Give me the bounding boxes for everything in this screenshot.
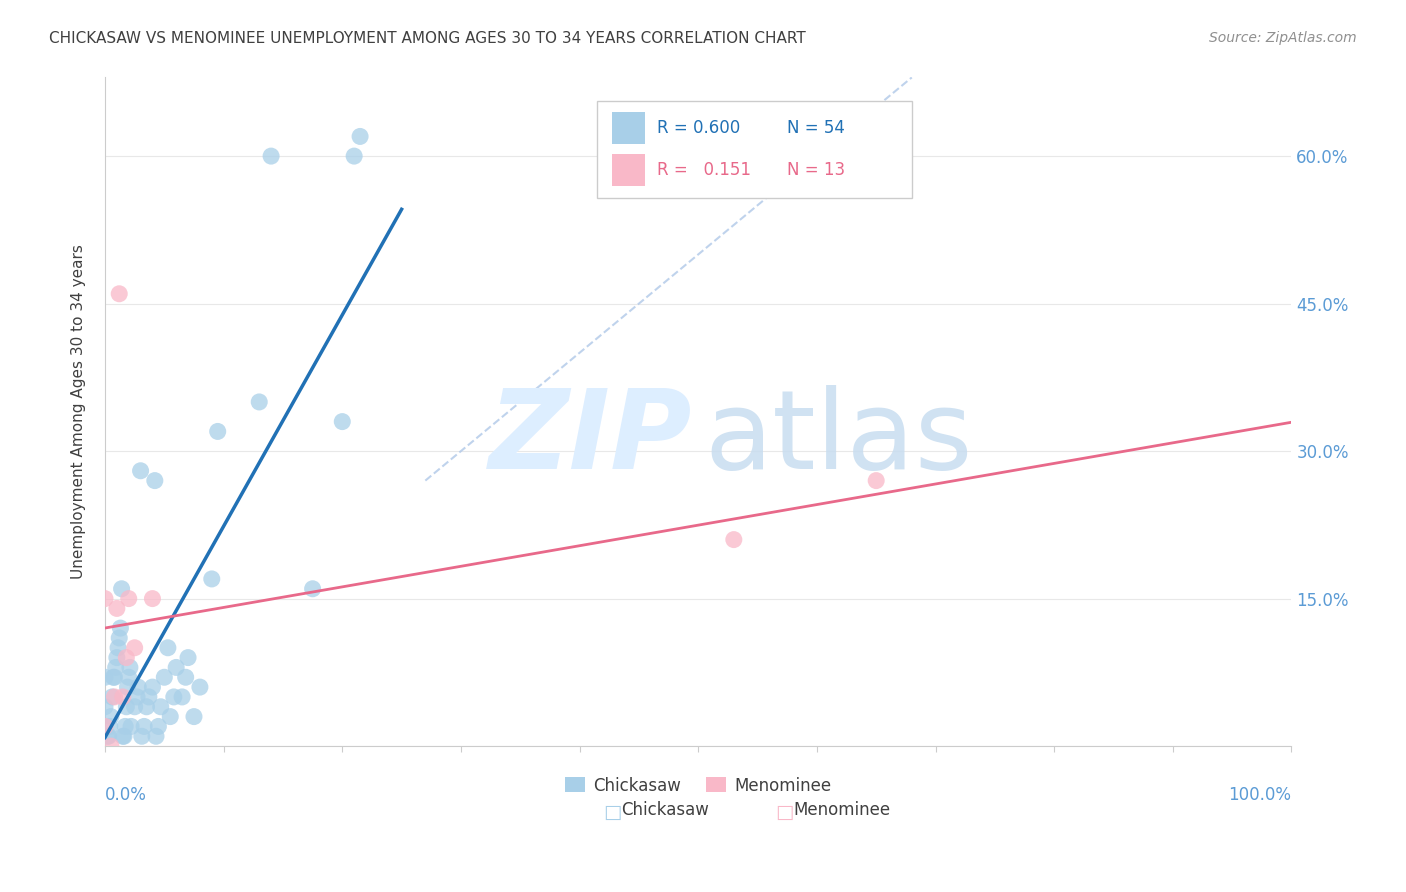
Point xyxy=(153,670,176,684)
Point xyxy=(105,650,128,665)
Point xyxy=(260,149,283,163)
Point xyxy=(124,699,146,714)
Point xyxy=(301,582,323,596)
Text: R =   0.151: R = 0.151 xyxy=(657,161,751,178)
Point xyxy=(111,729,134,743)
Point xyxy=(103,670,125,684)
Point xyxy=(103,670,125,684)
Legend: Chickasaw, Menominee: Chickasaw, Menominee xyxy=(558,770,838,801)
Text: □: □ xyxy=(775,803,794,822)
Point xyxy=(118,591,141,606)
Point xyxy=(141,591,163,606)
Point xyxy=(108,286,131,301)
Point xyxy=(104,660,127,674)
Point xyxy=(96,729,118,743)
Point xyxy=(330,415,353,429)
Point xyxy=(723,533,745,547)
Point xyxy=(134,719,156,733)
Point xyxy=(108,631,131,645)
Point xyxy=(174,670,197,684)
Point xyxy=(101,690,124,704)
Point xyxy=(103,690,125,704)
Point xyxy=(112,729,135,743)
Point xyxy=(94,670,117,684)
Bar xyxy=(612,112,645,145)
Point xyxy=(865,474,887,488)
Point xyxy=(143,474,166,488)
Point xyxy=(111,690,134,704)
Point xyxy=(94,591,117,606)
Point xyxy=(172,690,194,704)
Point xyxy=(100,709,122,723)
Text: 0.0%: 0.0% xyxy=(105,786,146,805)
Point xyxy=(141,680,163,694)
Point xyxy=(115,699,138,714)
Point xyxy=(131,729,153,743)
Text: R = 0.600: R = 0.600 xyxy=(657,120,740,137)
Point xyxy=(163,690,186,704)
Y-axis label: Unemployment Among Ages 30 to 34 years: Unemployment Among Ages 30 to 34 years xyxy=(72,244,86,579)
Text: CHICKASAW VS MENOMINEE UNEMPLOYMENT AMONG AGES 30 TO 34 YEARS CORRELATION CHART: CHICKASAW VS MENOMINEE UNEMPLOYMENT AMON… xyxy=(49,31,806,46)
Point xyxy=(118,670,141,684)
Point xyxy=(120,719,142,733)
Text: ZIP: ZIP xyxy=(489,385,692,492)
Point xyxy=(207,425,229,439)
Text: □: □ xyxy=(603,803,621,822)
Point xyxy=(138,690,160,704)
Text: 100.0%: 100.0% xyxy=(1229,786,1292,805)
Point xyxy=(125,690,148,704)
Point xyxy=(94,719,117,733)
Text: Menominee: Menominee xyxy=(793,801,890,819)
Point xyxy=(183,709,205,723)
Point xyxy=(97,729,120,743)
Point xyxy=(149,699,172,714)
Point xyxy=(94,699,117,714)
Text: N = 54: N = 54 xyxy=(787,120,845,137)
Point xyxy=(201,572,224,586)
Point xyxy=(117,680,139,694)
Point xyxy=(110,582,132,596)
Point xyxy=(343,149,366,163)
Point xyxy=(107,640,129,655)
Bar xyxy=(612,153,645,186)
Point xyxy=(148,719,170,733)
Point xyxy=(110,621,132,635)
FancyBboxPatch shape xyxy=(598,101,911,198)
Point xyxy=(129,464,152,478)
Point xyxy=(100,739,122,753)
Text: atlas: atlas xyxy=(704,385,973,492)
Text: Source: ZipAtlas.com: Source: ZipAtlas.com xyxy=(1209,31,1357,45)
Point xyxy=(105,601,128,615)
Point xyxy=(135,699,157,714)
Point xyxy=(177,650,200,665)
Point xyxy=(159,709,181,723)
Point xyxy=(247,395,270,409)
Point xyxy=(115,650,138,665)
Point xyxy=(118,660,141,674)
Point xyxy=(188,680,211,694)
Point xyxy=(114,719,136,733)
Point xyxy=(98,719,121,733)
Point xyxy=(124,640,146,655)
Text: Chickasaw: Chickasaw xyxy=(621,801,709,819)
Point xyxy=(165,660,187,674)
Point xyxy=(127,680,149,694)
Point xyxy=(349,129,371,144)
Text: N = 13: N = 13 xyxy=(787,161,845,178)
Point xyxy=(145,729,167,743)
Point xyxy=(156,640,179,655)
